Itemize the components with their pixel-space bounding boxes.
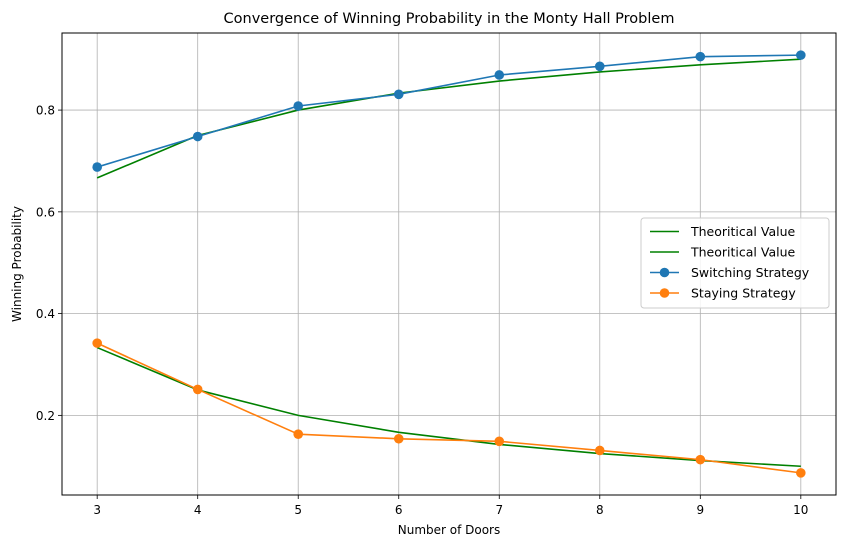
series-line <box>96 342 801 474</box>
x-tick-label: 6 <box>395 503 403 517</box>
data-point <box>92 162 102 172</box>
legend-item: Staying Strategy <box>650 286 796 301</box>
legend-label: Theoritical Value <box>690 224 795 239</box>
data-point <box>594 61 605 72</box>
x-axis-label: Number of Doors <box>398 523 501 537</box>
data-point <box>494 70 505 80</box>
legend-label: Staying Strategy <box>691 286 796 301</box>
x-tick-label: 4 <box>194 503 202 517</box>
data-point <box>695 51 706 62</box>
legend-box <box>640 217 830 309</box>
legend-swatch-marker <box>659 267 670 278</box>
legend-label: Theoritical Value <box>690 245 795 260</box>
series-line <box>96 54 801 168</box>
y-tick-label: 0.4 <box>36 307 55 321</box>
data-point <box>393 433 404 444</box>
data-point <box>192 131 203 142</box>
data-point <box>695 454 706 465</box>
legend-item: Theoritical Value <box>650 245 795 260</box>
legend-label: Switching Strategy <box>691 265 810 280</box>
series-1 <box>96 58 801 179</box>
data-point <box>796 468 806 478</box>
y-axis: 0.2 0.4 0.6 0.8 <box>36 104 62 423</box>
legend-item: Switching Strategy <box>650 265 810 280</box>
x-tick-label: 7 <box>495 503 503 517</box>
data-point <box>594 445 605 456</box>
x-tick-label: 9 <box>696 503 704 517</box>
data-point <box>796 50 806 60</box>
data-point <box>393 89 404 100</box>
x-tick-label: 5 <box>294 503 302 517</box>
data-point <box>92 338 102 348</box>
legend-swatch-marker <box>659 288 670 298</box>
data-point <box>293 101 304 111</box>
x-tick-label: 10 <box>793 503 808 517</box>
series-layer <box>92 50 806 478</box>
data-point <box>293 429 304 439</box>
y-tick-label: 0.2 <box>36 409 55 423</box>
legend: Theoritical Value Theoritical Value Switch… <box>640 217 830 309</box>
series-3 <box>92 50 806 172</box>
legend-item: Theoritical Value <box>650 224 795 239</box>
series-line <box>96 346 801 468</box>
x-axis: 3 4 5 6 7 8 9 10 <box>93 495 808 517</box>
data-point <box>494 436 505 447</box>
series-line <box>96 58 801 179</box>
y-tick-label: 0.8 <box>36 104 55 118</box>
y-axis-label: Winning Probability <box>10 206 24 322</box>
x-tick-label: 3 <box>93 503 101 517</box>
data-point <box>192 384 203 395</box>
x-tick-label: 8 <box>596 503 604 517</box>
series-2 <box>96 346 801 468</box>
plot-frame <box>61 32 837 496</box>
series-4 <box>92 338 806 478</box>
y-tick-label: 0.6 <box>36 205 55 219</box>
chart-title: Convergence of Winning Probability in th… <box>224 11 675 27</box>
